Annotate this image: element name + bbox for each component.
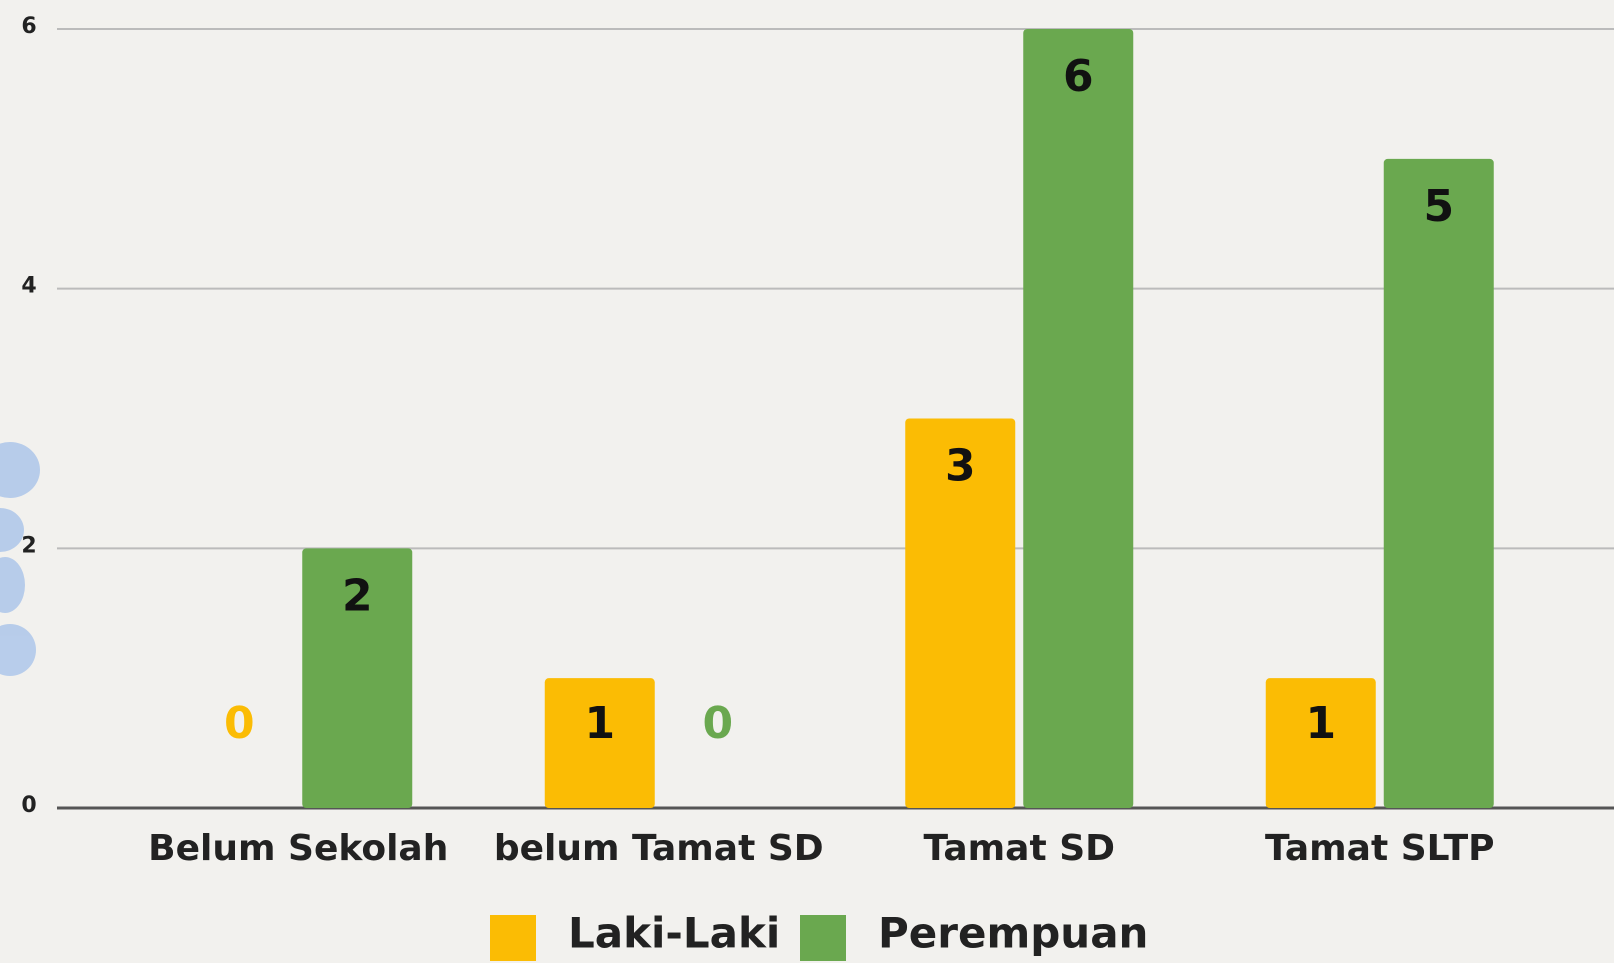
bar: [1383, 158, 1494, 809]
x-tick-label: Tamat SLTP: [1265, 828, 1495, 869]
bar: [1265, 678, 1376, 808]
y-tick-label: 4: [21, 274, 36, 299]
value-label: 2: [342, 570, 373, 621]
value-label: 1: [1305, 698, 1336, 749]
legend-swatch: [490, 915, 536, 961]
legend-swatch: [800, 915, 846, 961]
x-tick-label: Belum Sekolah: [148, 828, 448, 869]
legend-label: Perempuan: [878, 909, 1148, 958]
value-label: 1: [584, 698, 615, 749]
x-tick-label: Tamat SD: [923, 828, 1115, 869]
decoration: [0, 442, 40, 676]
y-tick-label: 2: [21, 533, 36, 558]
y-tick-label: 0: [21, 793, 36, 818]
value-label: 3: [945, 441, 976, 492]
bar: [1023, 29, 1134, 808]
x-tick-label: belum Tamat SD: [494, 828, 824, 869]
value-label: 6: [1063, 51, 1094, 102]
value-label: 5: [1423, 181, 1454, 232]
legend-label: Laki-Laki: [568, 909, 780, 958]
bar: [544, 678, 655, 808]
y-tick-label: 6: [21, 14, 36, 39]
bar: [905, 418, 1016, 808]
value-label: 0: [702, 698, 733, 749]
bar: [302, 548, 413, 808]
value-label: 0: [224, 698, 255, 749]
